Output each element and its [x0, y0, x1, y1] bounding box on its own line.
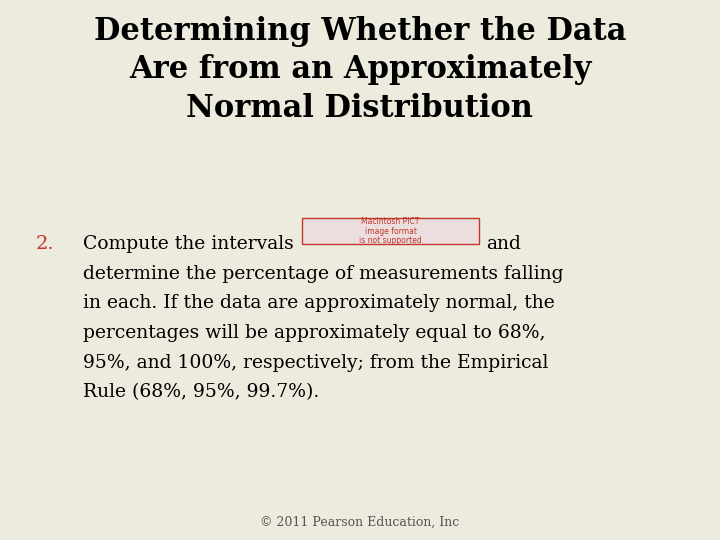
Text: Compute the intervals: Compute the intervals — [83, 235, 294, 253]
Text: and: and — [486, 235, 521, 253]
Text: © 2011 Pearson Education, Inc: © 2011 Pearson Education, Inc — [261, 516, 459, 529]
Text: Rule (68%, 95%, 99.7%).: Rule (68%, 95%, 99.7%). — [83, 383, 319, 401]
Text: Determining Whether the Data
Are from an Approximately
Normal Distribution: Determining Whether the Data Are from an… — [94, 16, 626, 124]
Text: 2.: 2. — [36, 235, 55, 253]
Text: in each. If the data are approximately normal, the: in each. If the data are approximately n… — [83, 294, 554, 312]
FancyBboxPatch shape — [302, 218, 479, 244]
Text: percentages will be approximately equal to 68%,: percentages will be approximately equal … — [83, 324, 545, 342]
Text: Macintosh PICT
image format
is not supported: Macintosh PICT image format is not suppo… — [359, 217, 422, 245]
Text: determine the percentage of measurements falling: determine the percentage of measurements… — [83, 265, 563, 282]
Text: 95%, and 100%, respectively; from the Empirical: 95%, and 100%, respectively; from the Em… — [83, 354, 548, 372]
